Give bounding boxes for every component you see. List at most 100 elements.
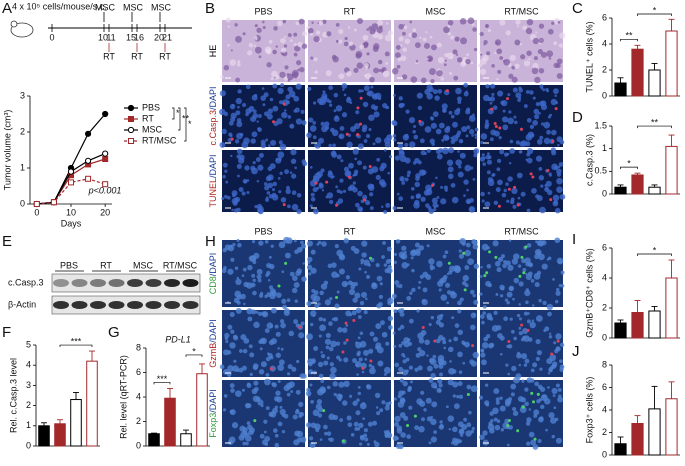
nucleus (510, 392, 515, 397)
signal (362, 198, 366, 202)
nucleus (512, 87, 518, 93)
nucleus (553, 341, 557, 345)
nucleus (357, 143, 364, 150)
texture (371, 23, 379, 30)
texture (343, 41, 349, 47)
nucleus (428, 357, 435, 364)
nucleus (512, 410, 519, 417)
nucleus (238, 187, 244, 192)
nucleus (437, 378, 443, 384)
nucleus (307, 358, 314, 365)
nucleus (494, 424, 501, 431)
nucleus (319, 99, 326, 106)
nucleus (482, 311, 487, 315)
nucleus (235, 278, 242, 286)
nucleus (486, 246, 489, 250)
nucleus (545, 187, 549, 190)
nucleus (338, 381, 345, 388)
nucleus (341, 280, 348, 288)
nucleus (359, 331, 364, 336)
nucleus (435, 176, 438, 180)
nucleus (418, 425, 425, 433)
texture (450, 35, 455, 40)
texture (344, 36, 348, 41)
row-label-part: /DAPI (208, 319, 218, 343)
nucleus (241, 365, 247, 371)
y-tick-label: 2 (602, 302, 607, 312)
nucleus (470, 166, 474, 170)
nucleus (362, 417, 365, 420)
nucleus (270, 290, 277, 297)
nucleus (254, 204, 258, 209)
texture (326, 31, 332, 37)
nucleus (545, 180, 552, 187)
nucleus (301, 276, 307, 282)
nucleus (320, 353, 326, 359)
nucleus (245, 84, 251, 90)
nucleus (298, 332, 305, 339)
nucleus (358, 267, 362, 271)
nucleus (518, 281, 524, 287)
nucleus (320, 168, 325, 173)
texture (437, 56, 445, 64)
nucleus (446, 159, 454, 166)
nucleus (402, 359, 407, 364)
texture (414, 42, 421, 49)
nucleus (438, 364, 444, 369)
nucleus (238, 157, 245, 164)
texture (466, 53, 469, 57)
blot-group: MSC (133, 260, 154, 270)
nucleus (237, 242, 242, 248)
nucleus (240, 334, 247, 341)
nucleus (485, 84, 490, 89)
nucleus (447, 166, 454, 173)
nucleus (329, 103, 333, 107)
nucleus (552, 394, 556, 397)
nucleus (324, 299, 331, 306)
panel-label: G (108, 324, 120, 341)
nucleus (554, 207, 561, 214)
nucleus (509, 148, 516, 154)
nucleus (229, 342, 236, 349)
sig-bracket (178, 107, 181, 131)
nucleus (499, 294, 504, 298)
nucleus (508, 285, 515, 292)
nucleus (414, 425, 419, 431)
blot-group: RT/MSC (163, 260, 198, 270)
nucleus (228, 120, 234, 126)
y-tick-label: 3 (26, 380, 31, 390)
nucleus (363, 428, 368, 433)
texture (410, 76, 418, 83)
nucleus (393, 252, 398, 256)
nucleus (242, 441, 247, 446)
nucleus (393, 138, 397, 142)
nucleus (552, 88, 559, 95)
nucleus (350, 433, 355, 437)
micrograph-bg (394, 240, 477, 307)
nucleus (554, 237, 561, 244)
blot-band (71, 279, 88, 287)
nucleus (507, 264, 514, 271)
nucleus (230, 257, 235, 262)
nucleus (432, 354, 437, 359)
nucleus (326, 356, 330, 360)
signal (554, 107, 558, 111)
nucleus (223, 111, 229, 117)
nucleus (379, 166, 385, 172)
nucleus (276, 292, 282, 298)
nucleus (386, 267, 393, 274)
nucleus (234, 139, 240, 144)
texture (282, 19, 287, 24)
nucleus (511, 187, 518, 195)
nucleus (463, 417, 468, 422)
nucleus (247, 382, 251, 386)
sig-label: ** (625, 31, 633, 41)
nucleus (280, 347, 284, 351)
nucleus (364, 270, 367, 274)
nucleus (502, 116, 509, 123)
nucleus (264, 185, 270, 191)
y-tick-label: 8 (136, 342, 141, 352)
nucleus (383, 137, 391, 145)
nucleus (265, 406, 270, 411)
nucleus (258, 240, 264, 246)
